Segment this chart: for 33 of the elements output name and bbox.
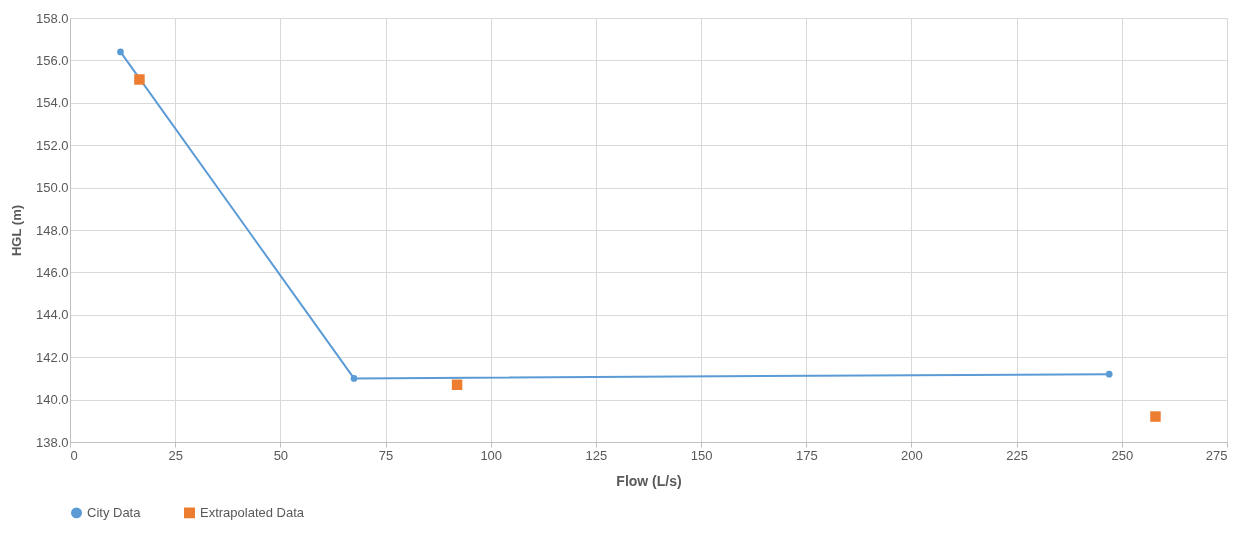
x-tick-label: 200 — [901, 447, 923, 463]
point — [451, 379, 463, 390]
y-tick-label: 146.0 — [35, 264, 69, 280]
x-tick-label: 25 — [168, 447, 183, 463]
legend-label: City Data — [87, 504, 142, 520]
y-tick-label: 154.0 — [35, 95, 69, 111]
y-tick-label: 152.0 — [35, 137, 69, 153]
legend-label: Extrapolated Data — [200, 504, 305, 520]
y-tick-label: 150.0 — [35, 180, 69, 196]
point — [117, 48, 124, 56]
x-tick-label: 175 — [795, 447, 818, 463]
x-axis-title: Flow (L/s) — [616, 472, 682, 489]
x-tick-label: 250 — [1111, 447, 1134, 463]
point — [1150, 411, 1161, 422]
y-tick-label: 138.0 — [35, 434, 69, 450]
x-tick-label: 125 — [585, 447, 608, 463]
point — [134, 74, 145, 85]
y-tick-label: 140.0 — [35, 392, 69, 408]
x-tick-label: 75 — [378, 447, 394, 463]
y-axis-title: HGL (m) — [8, 204, 24, 257]
x-tick-label: 0 — [70, 447, 78, 463]
y-tick-label: 142.0 — [35, 349, 69, 365]
y-tick-label: 156.0 — [35, 52, 69, 68]
x-tick-label: 100 — [480, 447, 503, 463]
point — [350, 375, 358, 382]
y-tick-label: 148.0 — [35, 222, 69, 238]
x-tick-label: 50 — [273, 447, 289, 463]
point — [1105, 370, 1113, 378]
x-tick-label: 275 — [1205, 447, 1228, 463]
x-tick-label: 225 — [1006, 447, 1028, 463]
x-tick-label: 150 — [690, 447, 713, 463]
y-tick-label: 158.0 — [35, 10, 69, 26]
y-tick-label: 144.0 — [35, 307, 69, 323]
